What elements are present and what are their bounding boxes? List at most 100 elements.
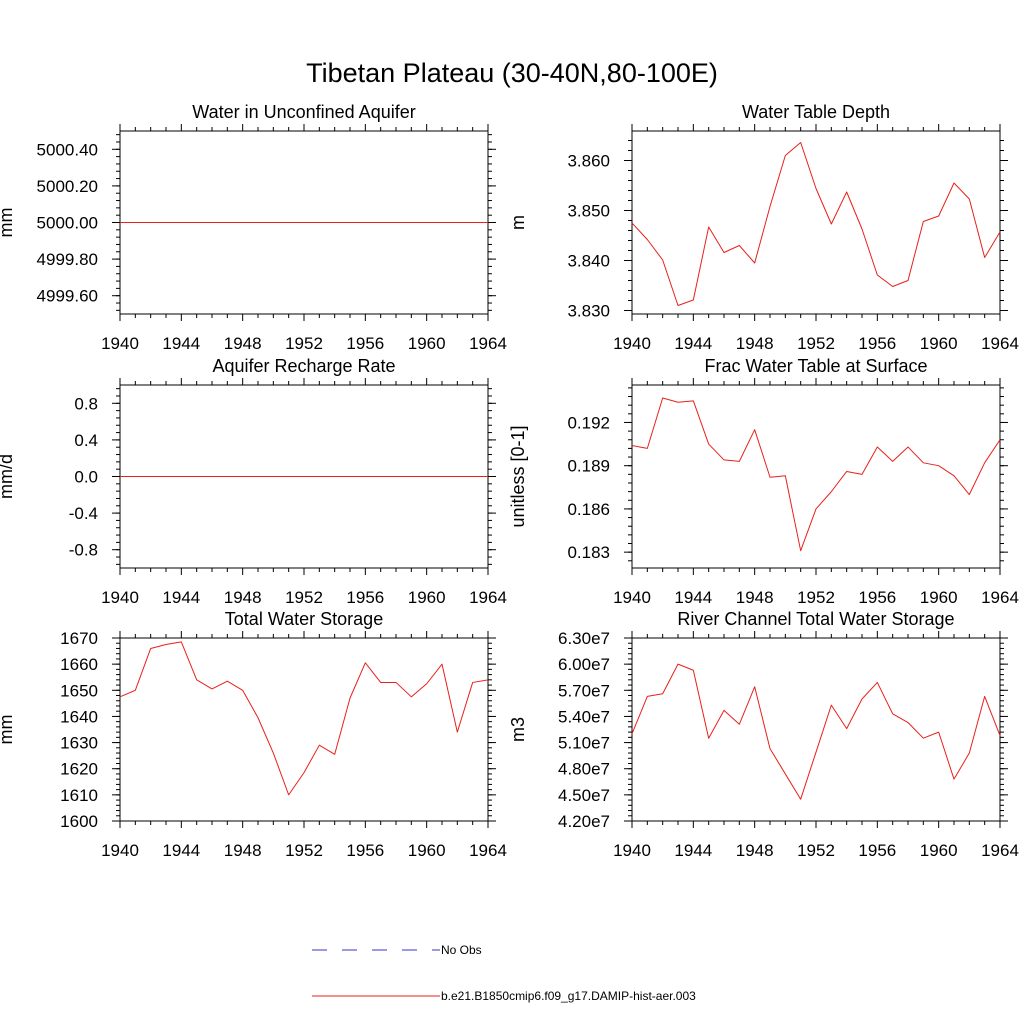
- chart-3-x-tick-label: 1960: [408, 588, 446, 607]
- chart-5-x-tick-label: 1940: [101, 841, 139, 860]
- chart-2-x-tick-label: 1964: [981, 334, 1019, 353]
- chart-6-x-tick-label: 1960: [920, 841, 958, 860]
- chart-1-title: Water in Unconfined Aquifer: [192, 102, 415, 122]
- chart-4-x-tick-label: 1964: [981, 588, 1019, 607]
- chart-4-x-tick-label: 1948: [736, 588, 774, 607]
- chart-4-y-axis-label: unitless [0-1]: [508, 425, 528, 527]
- chart-1-y-axis-label: mm: [0, 208, 16, 238]
- chart-5-y-axis-label: mm: [0, 715, 16, 745]
- chart-2-y-tick-label: 3.830: [567, 302, 610, 321]
- chart-2-series-line-1: [631, 142, 1001, 306]
- chart-4-y-tick-label: 0.189: [567, 457, 610, 476]
- chart-5-y-tick-label: 1670: [60, 629, 98, 648]
- chart-6-x-tick-label: 1964: [981, 841, 1019, 860]
- legend-label-no-obs: No Obs: [441, 943, 482, 957]
- chart-5-title: Total Water Storage: [225, 609, 383, 629]
- chart-2-y-tick-label: 3.840: [567, 252, 610, 271]
- chart-3-x-tick-label: 1964: [469, 588, 507, 607]
- chart-6-x-tick-label: 1952: [797, 841, 835, 860]
- chart-4-y-tick-label: 0.183: [567, 543, 610, 562]
- chart-6-y-axis-label: m3: [508, 717, 528, 742]
- chart-3-title: Aquifer Recharge Rate: [212, 356, 395, 376]
- chart-3-x-tick-label: 1940: [101, 588, 139, 607]
- chart-5-y-tick-label: 1630: [60, 734, 98, 753]
- chart-2-y-tick-label: 3.860: [567, 152, 610, 171]
- chart-1-y-tick-label: 5000.00: [37, 214, 98, 233]
- chart-6-title: River Channel Total Water Storage: [677, 609, 954, 629]
- legend-item-no-obs: No Obs: [312, 943, 482, 957]
- chart-2-y-tick-label: 3.850: [567, 202, 610, 221]
- chart-5-panel: Total Water Storage mm 1940 1944 1948 1952 195…: [0, 609, 507, 860]
- chart-3-y-axis-label: mm/d: [0, 454, 16, 499]
- chart-6-y-tick-label: 6.30e7: [558, 629, 610, 648]
- chart-5-y-tick-label: 1620: [60, 760, 98, 779]
- chart-3-x-tick-label: 1948: [224, 588, 262, 607]
- chart-4-x-tick-label: 1940: [613, 588, 651, 607]
- chart-1-x-tick-label: 1944: [162, 334, 200, 353]
- chart-1-x-tick-label: 1956: [346, 334, 384, 353]
- legend: No Obs b.e21.B1850cmip6.f09_g17.DAMIP-hi…: [312, 943, 696, 1003]
- chart-1-x-tick-label: 1940: [101, 334, 139, 353]
- chart-1-x-tick-label: 1964: [469, 334, 507, 353]
- chart-1-panel: Water in Unconfined Aquifer mm 1940 1944 194…: [0, 102, 507, 353]
- chart-6-x-tick-label: 1940: [613, 841, 651, 860]
- chart-4-x-tick-label: 1960: [920, 588, 958, 607]
- chart-2-panel: Water Table Depth m 1940 1944 1948 1952 1956 19…: [508, 102, 1019, 353]
- chart-6-y-tick-label: 4.50e7: [558, 786, 610, 805]
- chart-4-x-tick-label: 1944: [674, 588, 712, 607]
- chart-5-x-tick-label: 1948: [224, 841, 262, 860]
- chart-1-y-tick-label: 4999.60: [37, 287, 98, 306]
- chart-2-title: Water Table Depth: [742, 102, 890, 122]
- figure-title: Tibetan Plateau (30-40N,80-100E): [306, 58, 718, 88]
- chart-3-x-tick-label: 1956: [346, 588, 384, 607]
- chart-4-y-tick-label: 0.186: [567, 500, 610, 519]
- chart-3-y-tick-label: 0.4: [74, 431, 98, 450]
- chart-1-y-tick-label: 5000.20: [37, 177, 98, 196]
- chart-2-x-tick-label: 1960: [920, 334, 958, 353]
- chart-1-x-tick-label: 1952: [285, 334, 323, 353]
- chart-5-x-tick-label: 1960: [408, 841, 446, 860]
- chart-4-series-line-1: [631, 397, 1001, 552]
- chart-3-x-tick-label: 1944: [162, 588, 200, 607]
- chart-5-y-tick-label: 1660: [60, 655, 98, 674]
- chart-5-x-tick-label: 1964: [469, 841, 507, 860]
- chart-5-y-tick-label: 1640: [60, 707, 98, 726]
- chart-1-y-tick-label: 4999.80: [37, 250, 98, 269]
- chart-2-x-tick-label: 1940: [613, 334, 651, 353]
- chart-3-panel: Aquifer Recharge Rate mm/d 1940 1944 1948 195…: [0, 356, 507, 607]
- chart-6-x-tick-label: 1948: [736, 841, 774, 860]
- chart-6-y-tick-label: 6.00e7: [558, 655, 610, 674]
- legend-item-model: b.e21.B1850cmip6.f09_g17.DAMIP-hist-aer.…: [312, 989, 696, 1003]
- chart-3-y-tick-label: -0.4: [69, 504, 98, 523]
- chart-3-y-tick-label: -0.8: [69, 541, 98, 560]
- chart-2-x-tick-label: 1944: [674, 334, 712, 353]
- chart-6-series-line-1: [631, 663, 1001, 800]
- chart-6-y-tick-label: 5.10e7: [558, 734, 610, 753]
- chart-5-x-tick-label: 1952: [285, 841, 323, 860]
- panels: Water in Unconfined Aquifer mm 1940 1944 194…: [0, 102, 1019, 860]
- chart-4-y-tick-label: 0.192: [567, 413, 610, 432]
- chart-4-panel: Frac Water Table at Surface unitless [0-1…: [508, 356, 1019, 607]
- chart-6-y-tick-label: 5.70e7: [558, 681, 610, 700]
- chart-5-y-tick-label: 1650: [60, 681, 98, 700]
- chart-4-title: Frac Water Table at Surface: [704, 356, 927, 376]
- chart-5-y-tick-label: 1610: [60, 786, 98, 805]
- chart-6-y-tick-label: 4.20e7: [558, 812, 610, 831]
- legend-label-model: b.e21.B1850cmip6.f09_g17.DAMIP-hist-aer.…: [441, 989, 696, 1003]
- chart-2-x-tick-label: 1948: [736, 334, 774, 353]
- chart-6-y-tick-label: 4.80e7: [558, 760, 610, 779]
- chart-1-x-tick-label: 1948: [224, 334, 262, 353]
- chart-5-x-tick-label: 1944: [162, 841, 200, 860]
- chart-3-x-tick-label: 1952: [285, 588, 323, 607]
- chart-5-y-tick-label: 1600: [60, 812, 98, 831]
- chart-6-panel: River Channel Total Water Storage m3 1940 1…: [508, 609, 1019, 860]
- chart-6-x-tick-label: 1956: [858, 841, 896, 860]
- chart-4-x-tick-label: 1956: [858, 588, 896, 607]
- chart-1-x-tick-label: 1960: [408, 334, 446, 353]
- chart-3-y-tick-label: 0.0: [74, 468, 98, 487]
- chart-5-series-line-1: [119, 641, 489, 796]
- chart-3-y-tick-label: 0.8: [74, 394, 98, 413]
- chart-2-x-tick-label: 1956: [858, 334, 896, 353]
